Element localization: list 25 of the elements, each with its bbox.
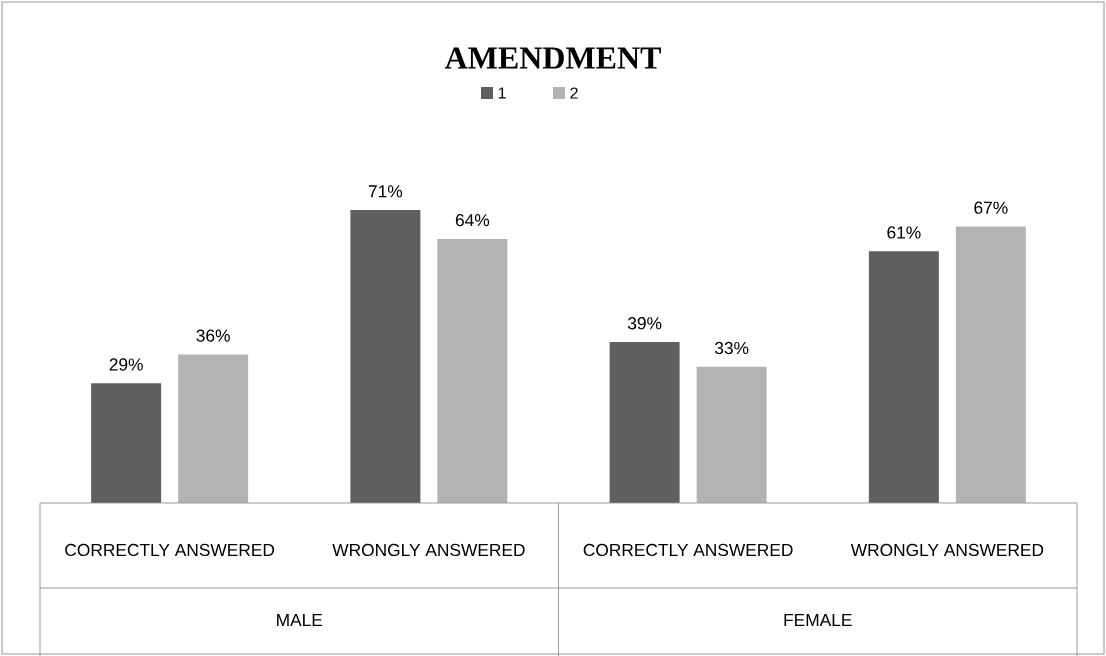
bar [609,342,680,503]
text: MALE [277,614,323,626]
bar [696,366,767,503]
data-label: 39% [627,317,662,330]
legend-label: 2 [570,87,578,99]
x-tick-label: CORRECTLY ANSWERED [583,543,793,557]
bar [350,210,421,503]
data-label: 36% [196,329,230,342]
text: FEMALE [784,614,852,626]
data-label: 61% [887,226,921,239]
bar [437,238,508,503]
chart-title: AMENDMENT [444,47,661,69]
x-tick-label: WRONGLY ANSWERED [850,543,1044,557]
data-label: 71% [368,185,403,198]
bar [91,383,162,503]
x-tick-label: WRONGLY ANSWERED [332,543,525,557]
legend-label: 1 [498,87,506,99]
data-label: 33% [714,341,749,355]
data-label: 64% [455,213,490,227]
x-tick-label: CORRECTLY ANSWERED [65,543,275,557]
data-label: 67% [974,201,1008,214]
bar [178,354,249,503]
bar [955,226,1026,503]
data-label: 29% [109,358,143,371]
bar [868,251,939,503]
